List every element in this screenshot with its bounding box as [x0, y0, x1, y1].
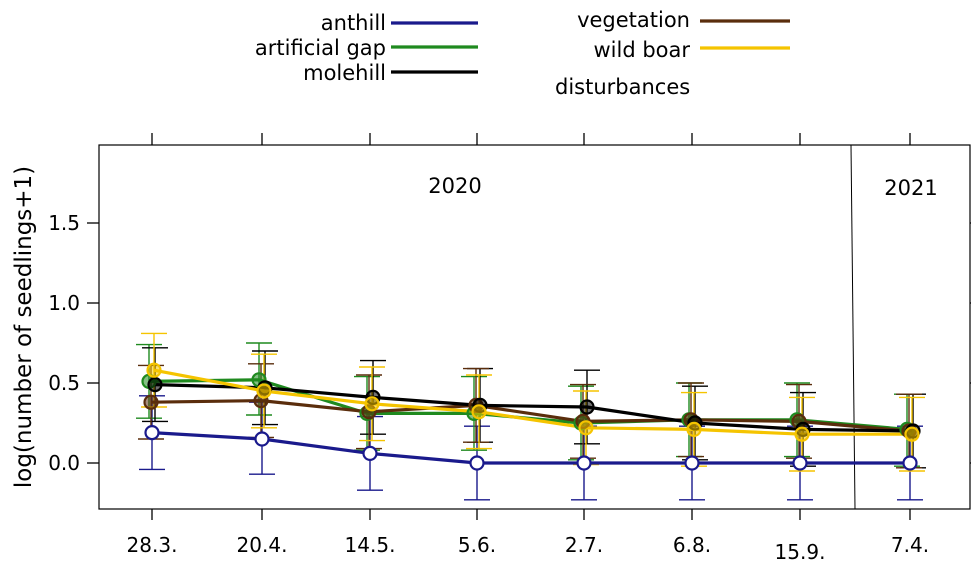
- plot-frame: [98, 144, 971, 510]
- data-point-vegetation: [143, 394, 159, 410]
- data-point-wild-boar: [904, 426, 920, 442]
- x-tick-label: 5.6.: [458, 533, 496, 557]
- y-tick-label: 0.0: [48, 451, 80, 475]
- data-point-wild-boar: [686, 421, 702, 437]
- y-tick-label: 1.0: [48, 291, 80, 315]
- data-point-anthill: [144, 425, 160, 441]
- legend-label-artificial-gap: artificial gap: [255, 36, 386, 60]
- axes: 28.3. 20.4. 14.5. 5.6. 2.7. 6.8. 15.9. 7.4. 0.0 0…: [48, 133, 971, 563]
- data-point-anthill: [684, 455, 700, 471]
- legend-label-wild-boar: wild boar: [593, 38, 690, 62]
- y-tick-label: 0.5: [48, 371, 80, 395]
- data-point-wild-boar: [364, 396, 380, 412]
- series-line-vegetation: [150, 399, 910, 433]
- x-tick-label: 6.8.: [673, 533, 711, 557]
- error-bars: [136, 332, 926, 501]
- x-tick-label: 28.3.: [127, 533, 178, 557]
- y-axis-label: log(number of seedlings+1): [11, 166, 37, 488]
- legend-label-molehill: molehill: [303, 61, 386, 85]
- series-line-molehill: [154, 383, 914, 433]
- data-point-anthill: [792, 455, 808, 471]
- x-tick-label: 2.7.: [565, 533, 603, 557]
- data-point-anthill: [576, 455, 592, 471]
- series-line-wild-boar: [153, 368, 912, 436]
- legend-label-vegetation: vegetation: [577, 8, 690, 32]
- data-point-wild-boar: [146, 362, 162, 378]
- x-tick-label: 7.4.: [891, 533, 929, 557]
- series-line-anthill: [151, 431, 910, 465]
- data-point-molehill: [147, 377, 163, 393]
- data-point-wild-boar: [256, 383, 272, 399]
- y-tick-label: 1.5: [48, 211, 80, 235]
- x-tick-label: 15.9.: [775, 540, 826, 563]
- legend-label-anthill: anthill: [321, 11, 386, 35]
- legend-extra-text: disturbances: [555, 75, 690, 99]
- data-point-wild-boar: [578, 420, 594, 436]
- series-points: [141, 362, 921, 471]
- data-point-anthill: [362, 445, 378, 461]
- data-point-wild-boar: [794, 426, 810, 442]
- x-tick-label: 20.4.: [237, 533, 288, 557]
- data-point-wild-boar: [471, 404, 487, 420]
- data-point-anthill: [902, 455, 918, 471]
- year-label-2020: 2020: [428, 174, 481, 198]
- data-point-molehill: [579, 399, 595, 415]
- data-point-anthill: [469, 455, 485, 471]
- data-point-anthill: [254, 431, 270, 447]
- x-tick-label: 14.5.: [345, 533, 396, 557]
- year-label-2021: 2021: [884, 176, 937, 200]
- year-divider: [850, 144, 856, 510]
- series-lines: [148, 368, 914, 465]
